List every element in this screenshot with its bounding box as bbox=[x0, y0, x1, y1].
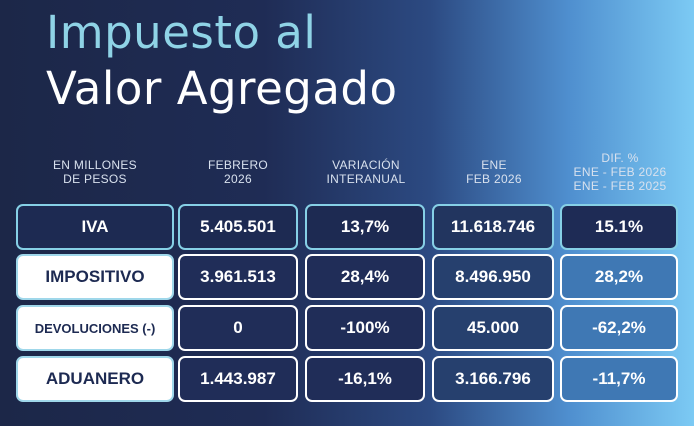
row-label-devoluciones: DEVOLUCIONES (-) bbox=[16, 305, 174, 351]
cell-variacion: 28,4% bbox=[305, 254, 425, 300]
header-unit: EN MILLONES DE PESOS bbox=[53, 158, 137, 186]
header-febrero: FEBRERO 2026 bbox=[207, 158, 269, 186]
cell-dif: -62,2% bbox=[560, 305, 678, 351]
cell-dif: 28,2% bbox=[560, 254, 678, 300]
cell-febrero: 3.961.513 bbox=[178, 254, 298, 300]
cell-dif: 15.1% bbox=[560, 204, 678, 250]
title-line-1: Impuesto al bbox=[46, 6, 317, 59]
cell-febrero: 0 bbox=[178, 305, 298, 351]
cell-febrero: 1.443.987 bbox=[178, 356, 298, 402]
header-ene-feb: ENE FEB 2026 bbox=[466, 158, 522, 186]
row-label-aduanero: ADUANERO bbox=[16, 356, 174, 402]
cell-ene-feb: 8.496.950 bbox=[432, 254, 554, 300]
header-dif: DIF. % ENE - FEB 2026 ENE - FEB 2025 bbox=[573, 151, 667, 193]
header-variacion: VARIACIÓN INTERANUAL bbox=[326, 158, 406, 186]
cell-variacion: 13,7% bbox=[305, 204, 425, 250]
cell-variacion: -100% bbox=[305, 305, 425, 351]
cell-variacion: -16,1% bbox=[305, 356, 425, 402]
cell-dif: -11,7% bbox=[560, 356, 678, 402]
cell-ene-feb: 3.166.796 bbox=[432, 356, 554, 402]
cell-febrero: 5.405.501 bbox=[178, 204, 298, 250]
row-label-iva: IVA bbox=[16, 204, 174, 250]
cell-ene-feb: 11.618.746 bbox=[432, 204, 554, 250]
cell-ene-feb: 45.000 bbox=[432, 305, 554, 351]
row-label-impositivo: IMPOSITIVO bbox=[16, 254, 174, 300]
title-line-2: Valor Agregado bbox=[46, 62, 398, 115]
